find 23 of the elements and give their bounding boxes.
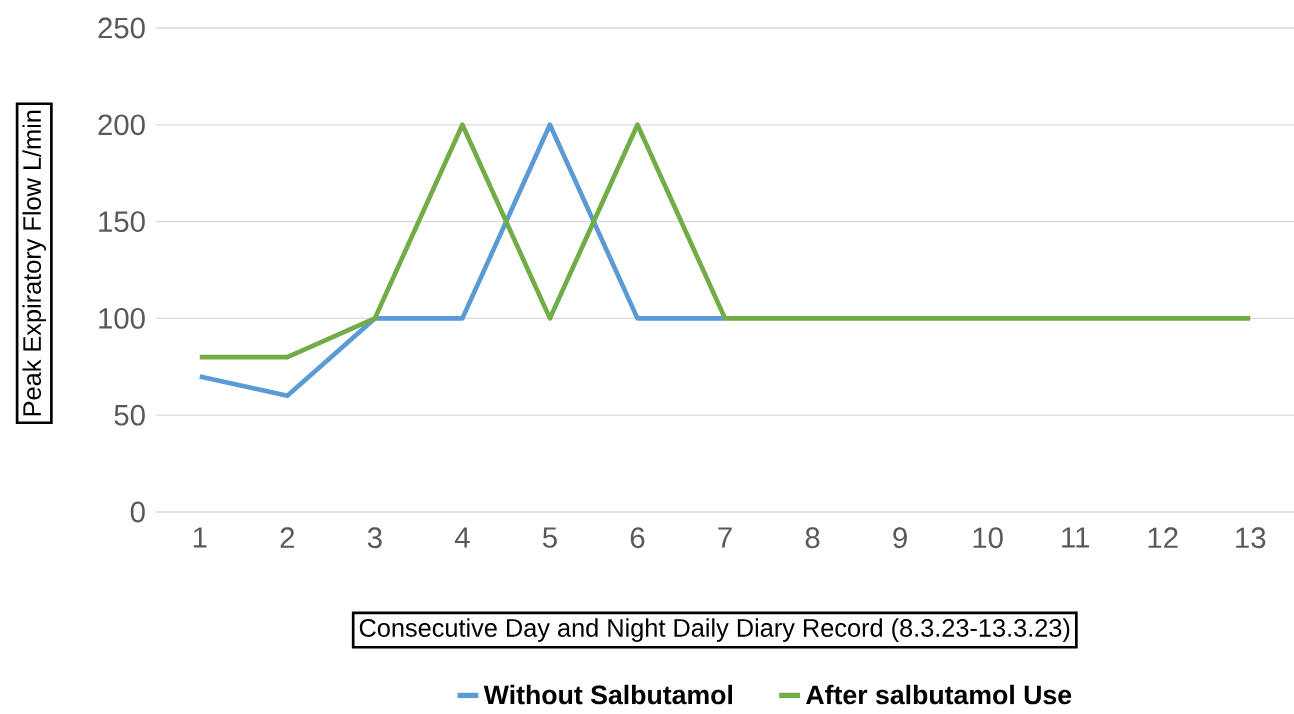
- x-axis-title: Consecutive Day and Night Daily Diary Record (8.3.23-13.3.23): [359, 618, 1070, 642]
- y-tick-label: 50: [114, 404, 145, 426]
- y-tick-label: 250: [98, 17, 145, 39]
- x-tick-label: 8: [805, 527, 820, 549]
- legend-label: Without Salbutamol: [483, 684, 732, 705]
- legend-label: After salbutamol Use: [806, 684, 1072, 705]
- y-tick-label: 0: [130, 501, 145, 523]
- x-tick-label: 4: [454, 527, 470, 548]
- x-tick-label: 5: [542, 527, 557, 548]
- x-tick-label: 10: [973, 527, 1003, 549]
- x-tick-label: 6: [630, 527, 645, 549]
- x-tick-label: 7: [718, 527, 732, 548]
- x-tick-label: 13: [1236, 527, 1266, 549]
- x-tick-label: 2: [280, 527, 294, 548]
- y-tick-label: 100: [99, 308, 145, 329]
- x-tick-label: 3: [367, 527, 382, 549]
- x-tick-label: 9: [893, 527, 907, 549]
- y-axis-title: Peak Expiratory Flow L/min: [22, 110, 47, 416]
- y-tick-label: 150: [99, 211, 145, 232]
- y-tick-label: 200: [98, 114, 145, 136]
- x-tick-label: 11: [1062, 527, 1089, 548]
- x-tick-label: 12: [1148, 527, 1178, 548]
- x-tick-label: 1: [193, 527, 207, 548]
